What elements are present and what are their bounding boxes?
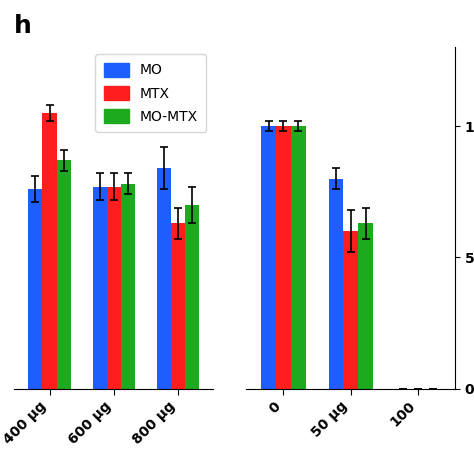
Legend: MO, MTX, MO-MTX: MO, MTX, MO-MTX — [95, 55, 206, 132]
Bar — [328, 179, 343, 389]
Bar — [121, 184, 135, 389]
Bar — [43, 113, 56, 389]
Bar — [157, 168, 171, 389]
Bar — [28, 189, 43, 389]
Bar — [107, 187, 121, 389]
Bar — [56, 160, 71, 389]
Bar — [185, 205, 199, 389]
Bar — [261, 126, 276, 389]
Bar — [92, 187, 107, 389]
Bar — [291, 126, 306, 389]
Bar — [171, 223, 185, 389]
Bar — [276, 126, 291, 389]
Text: h: h — [14, 14, 32, 38]
Bar — [343, 231, 358, 389]
Bar — [358, 223, 373, 389]
